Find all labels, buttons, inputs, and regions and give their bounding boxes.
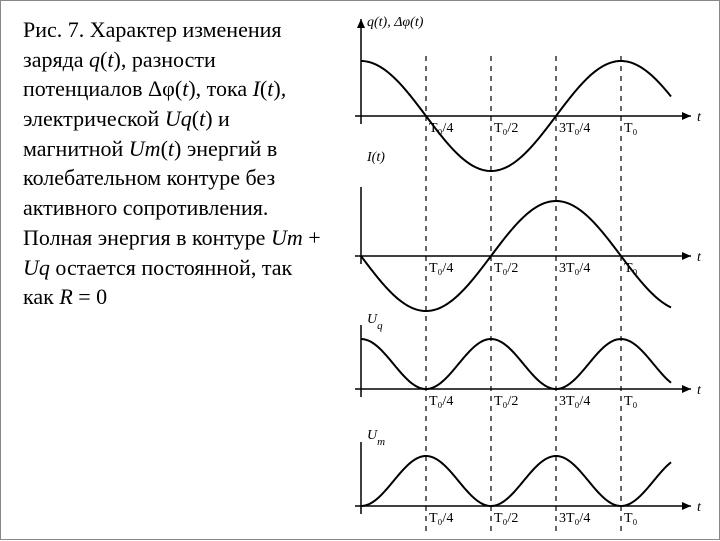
panel-current: t I(t) T₀/4 T₀/2 3T₀/4 T₀ (355, 150, 702, 311)
oscillation-chart: t q(t), Δφ(t) T₀/4 T₀/2 3T₀/4 T₀ t I(t) T₀/4 T₀/2… (331, 1, 711, 541)
tick-label: T₀ (624, 394, 638, 409)
y-axis-label: q(t), Δφ(t) (367, 15, 424, 30)
curve-electric-energy (361, 339, 671, 389)
tick-label: 3T₀/4 (559, 511, 590, 526)
tick-label: T₀/2 (494, 261, 518, 276)
tick-label: T₀/2 (494, 394, 518, 409)
figure-caption: Рис. 7. Характер изменения заряда q(t), … (23, 15, 321, 312)
tick-label: 3T₀/4 (559, 261, 590, 276)
arrowhead-icon (682, 112, 691, 120)
figure-page: Рис. 7. Характер изменения заряда q(t), … (0, 0, 720, 540)
tick-label: T₀ (624, 121, 638, 136)
tick-label: T₀/4 (429, 394, 453, 409)
caption-column: Рис. 7. Характер изменения заряда q(t), … (1, 1, 331, 541)
t-axis-label: t (697, 250, 702, 265)
tick-label: T₀/2 (494, 121, 518, 136)
tick-label: 3T₀/4 (559, 121, 590, 136)
tick-label: T₀ (624, 511, 638, 526)
curve-magnetic-energy (361, 456, 671, 506)
panel-charge-potential: t q(t), Δφ(t) T₀/4 T₀/2 3T₀/4 T₀ (355, 15, 702, 171)
t-axis-label: t (697, 500, 702, 515)
tick-label: T₀/2 (494, 511, 518, 526)
y-axis-label: I(t) (366, 150, 385, 165)
tick-label: T₀/4 (429, 121, 453, 136)
arrowhead-icon (682, 502, 691, 510)
tick-label: 3T₀/4 (559, 394, 590, 409)
tick-label: T₀/4 (429, 261, 453, 276)
tick-label: T₀/4 (429, 511, 453, 526)
panel-magnetic-energy: t Um T₀/4 T₀/2 3T₀/4 T₀ (355, 428, 702, 526)
arrowhead-icon (357, 19, 365, 28)
t-axis-label: t (697, 110, 702, 125)
arrowhead-icon (682, 385, 691, 393)
y-axis-label: Uq (367, 312, 383, 332)
arrowhead-icon (682, 252, 691, 260)
chart-column: t q(t), Δφ(t) T₀/4 T₀/2 3T₀/4 T₀ t I(t) T₀/4 T₀/2… (331, 1, 711, 541)
panel-electric-energy: t Uq T₀/4 T₀/2 3T₀/4 T₀ (355, 312, 702, 409)
y-axis-label: Um (367, 428, 385, 448)
tick-label: T₀ (624, 261, 638, 276)
t-axis-label: t (697, 383, 702, 398)
